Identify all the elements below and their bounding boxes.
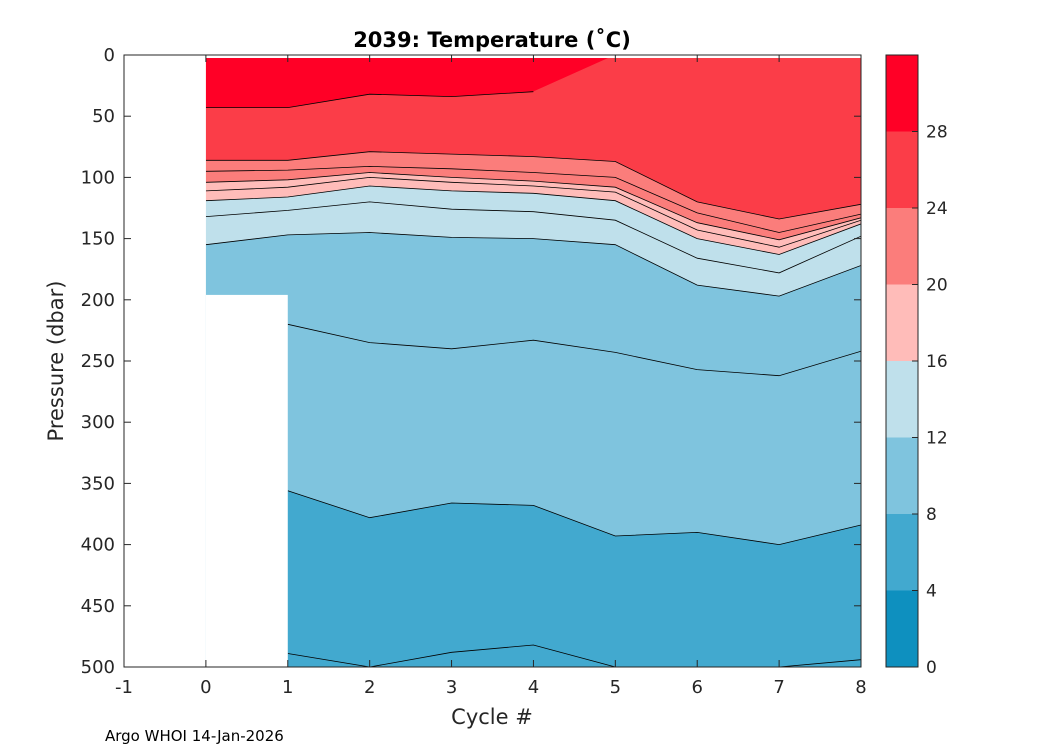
colorbar-band-0-4	[886, 590, 918, 667]
colorbar-band-20-24	[886, 208, 918, 285]
colorbar-tick-label: 8	[926, 505, 937, 525]
y-tick-label: 150	[81, 229, 115, 250]
y-tick-label: 300	[81, 412, 115, 433]
footer-credit: Argo WHOI 14-Jan-2026	[105, 727, 284, 745]
isotherm-28c	[205, 91, 534, 108]
colorbar-tick-label: 28	[926, 123, 948, 143]
no-data-region-left	[124, 55, 206, 667]
isotherm-14c	[205, 201, 861, 274]
no-data-mask	[124, 55, 861, 667]
x-tick-label: 5	[610, 677, 621, 698]
x-tick-label: -1	[115, 677, 133, 698]
colorbar-tick-label: 24	[926, 199, 948, 219]
colorbar-tick-label: 20	[926, 276, 948, 296]
y-tick-label: 0	[104, 45, 115, 66]
isotherm-18c	[205, 176, 861, 248]
isotherm-8c	[287, 490, 861, 546]
x-axis: -1 0 1 2 3 4 5 6 7 8	[115, 55, 867, 698]
y-tick-label: 200	[81, 290, 115, 311]
colorbar-tick-label: 4	[926, 582, 937, 602]
colorbar-band-12-16	[886, 361, 918, 438]
colorbar: 0 4 8 12 16 20 24 28	[885, 54, 948, 678]
y-tick-label: 500	[81, 657, 115, 678]
colorbar-tick-label: 16	[926, 352, 948, 372]
colorbar-band-4-8	[886, 514, 918, 591]
y-tick-label: 350	[81, 473, 115, 494]
x-tick-label: 8	[855, 677, 866, 698]
y-tick-label: 50	[92, 106, 115, 127]
x-tick-label: 4	[528, 677, 539, 698]
x-axis-label: Cycle #	[451, 705, 533, 729]
isotherm-20c	[205, 172, 861, 241]
y-axis: 0 50 100 150 200 250 300 350 400 450 500	[81, 45, 861, 678]
isotherm-22c	[205, 165, 861, 233]
colorbar-band-16-20	[886, 284, 918, 361]
colorbar-band-28-32	[886, 55, 918, 132]
contour-lines	[205, 91, 861, 667]
colorbar-band-8-12	[886, 437, 918, 514]
isotherm-6c	[287, 644, 861, 667]
y-tick-label: 450	[81, 596, 115, 617]
colorbar-tick-label: 0	[926, 658, 937, 678]
x-tick-label: 1	[282, 677, 293, 698]
y-axis-label: Pressure (dbar)	[44, 281, 68, 442]
x-tick-label: 3	[446, 677, 457, 698]
y-tick-label: 100	[81, 167, 115, 188]
colorbar-tick-label: 12	[926, 429, 948, 449]
x-tick-label: 6	[691, 677, 702, 698]
isotherm-16c	[205, 185, 861, 255]
colorbar-band-24-28	[886, 131, 918, 208]
chart-title: 2039: Temperature (˚C)	[353, 28, 631, 52]
isotherm-10c	[287, 323, 861, 377]
y-tick-label: 250	[81, 351, 115, 372]
x-tick-label: 0	[200, 677, 211, 698]
y-tick-label: 400	[81, 535, 115, 556]
x-tick-label: 2	[364, 677, 375, 698]
x-tick-label: 7	[773, 677, 784, 698]
isotherm-12c	[205, 232, 861, 297]
no-data-region-cycle0	[205, 294, 288, 667]
isotherm-24c	[205, 151, 861, 220]
contour-fills	[205, 55, 861, 667]
